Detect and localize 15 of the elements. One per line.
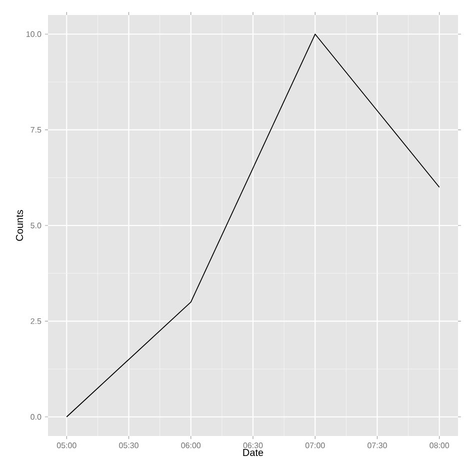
x-tick-label: 05:00 — [56, 442, 76, 448]
y-tick-label: 2.5 — [30, 318, 42, 324]
y-tick-label: 7.5 — [30, 127, 42, 133]
x-tick-label: 07:00 — [305, 442, 325, 448]
x-tick-label: 08:00 — [430, 442, 450, 448]
y-tick-label: 10.0 — [26, 31, 42, 37]
x-axis-title: Date — [243, 449, 264, 456]
x-tick-label: 06:30 — [243, 442, 263, 448]
x-tick-label: 06:00 — [181, 442, 201, 448]
line-series — [66, 34, 440, 418]
y-tick-label: 5.0 — [30, 222, 42, 228]
y-tick-label: 0.0 — [30, 414, 42, 420]
x-tick-label: 07:30 — [368, 442, 387, 448]
y-axis-title: Counts — [16, 210, 24, 241]
x-tick-label: 05:30 — [119, 442, 138, 448]
